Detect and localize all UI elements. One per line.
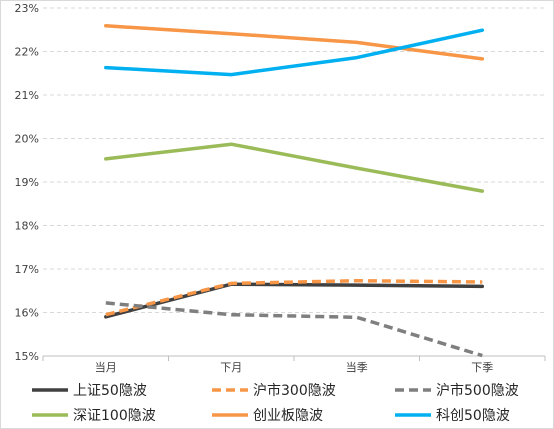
x-axis-tick-labels: 当月 下月 当季 下季 bbox=[95, 360, 494, 374]
x-tick-label: 当月 bbox=[95, 360, 117, 374]
y-tick-label: 16% bbox=[15, 307, 39, 320]
y-axis-tick-labels: 15% 16% 17% 18% 19% 20% 21% 22% 23% bbox=[15, 2, 39, 363]
y-tick-label: 18% bbox=[15, 220, 39, 233]
axes bbox=[42, 355, 546, 361]
legend-label-4: 创业板隐波 bbox=[253, 408, 323, 424]
y-tick-label: 17% bbox=[15, 263, 39, 276]
y-tick-label: 20% bbox=[15, 133, 39, 146]
series-line-5 bbox=[104, 28, 485, 77]
series-line-2 bbox=[105, 301, 483, 358]
x-tick-label: 当季 bbox=[346, 360, 368, 374]
legend-label-0: 上证50隐波 bbox=[73, 383, 147, 399]
legend-label-3: 深证100隐波 bbox=[73, 408, 156, 424]
series-lines bbox=[104, 24, 485, 358]
legend-label-5: 科创50隐波 bbox=[436, 408, 510, 424]
legend-label-1: 沪市300隐波 bbox=[253, 382, 336, 399]
y-tick-label: 15% bbox=[15, 350, 39, 363]
y-tick-label: 23% bbox=[15, 2, 39, 15]
y-tick-label: 22% bbox=[15, 46, 39, 59]
y-tick-label: 19% bbox=[15, 176, 39, 189]
series-line-4 bbox=[104, 24, 485, 61]
y-tick-label: 21% bbox=[15, 89, 39, 102]
series-line-3 bbox=[104, 142, 485, 193]
x-tick-label: 下月 bbox=[220, 361, 242, 374]
gridlines bbox=[43, 7, 545, 313]
series-line-1 bbox=[105, 278, 483, 317]
legend-label-2: 沪市500隐波 bbox=[436, 382, 519, 399]
x-tick-label: 下季 bbox=[471, 361, 493, 374]
